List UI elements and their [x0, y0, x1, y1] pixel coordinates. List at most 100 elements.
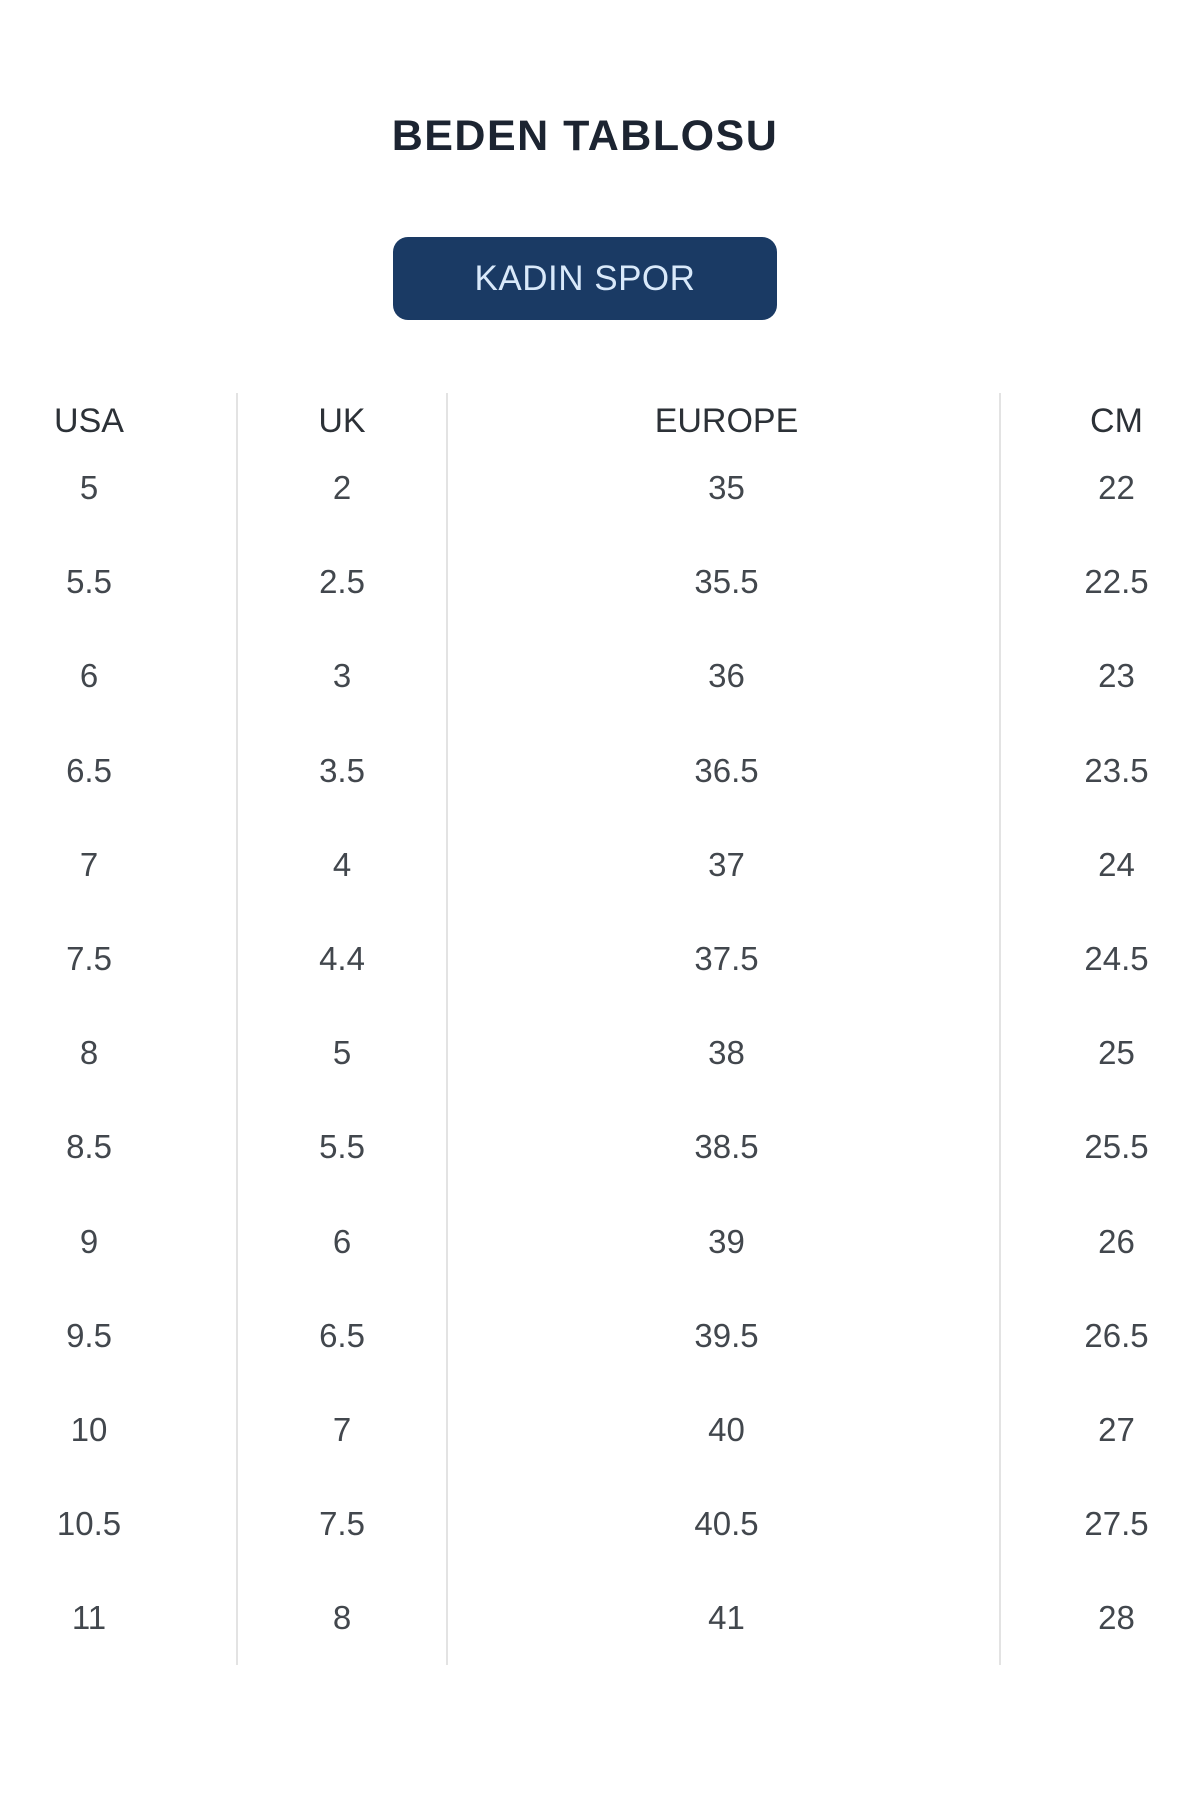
size-cell-cm-row-6: 25	[1001, 1006, 1200, 1100]
size-cell-europe-row-2: 36	[448, 629, 1001, 724]
cell-text: 25	[1098, 1034, 1135, 1072]
size-cell-usa-row-2: 6	[0, 629, 238, 724]
cell-text: 25.5	[1084, 1128, 1149, 1166]
size-cell-usa-row-4: 7	[0, 817, 238, 912]
column-header-cm: CM	[1001, 393, 1200, 441]
cell-text: 28	[1098, 1599, 1135, 1637]
size-cell-europe-row-11: 40.5	[448, 1477, 1001, 1572]
size-cell-cm-row-8: 26	[1001, 1195, 1200, 1289]
cell-text: 10.5	[56, 1505, 122, 1543]
size-cell-europe-row-9: 39.5	[448, 1288, 1001, 1383]
cell-text: 4.4	[319, 940, 365, 978]
size-cell-europe-row-3: 36.5	[448, 723, 1001, 818]
size-cell-uk-row-6: 5	[238, 1006, 448, 1101]
size-cell-usa-row-9: 9.5	[0, 1288, 238, 1383]
cell-text: 27.5	[1084, 1505, 1149, 1543]
cell-text: 35	[708, 469, 745, 507]
cell-text: 6.5	[66, 751, 112, 789]
size-cell-cm-row-3: 23.5	[1001, 724, 1200, 818]
size-cell-europe-row-4: 37	[448, 817, 1001, 912]
cell-text: 3	[332, 657, 352, 695]
size-cell-usa-row-0: 5	[0, 441, 238, 536]
cell-text: 40	[708, 1410, 745, 1448]
cell-text: 24	[1098, 845, 1135, 883]
size-cell-cm-row-4: 24	[1001, 818, 1200, 912]
cell-text: 23.5	[1084, 751, 1149, 789]
cell-text: 23	[1098, 657, 1135, 695]
size-cell-uk-row-1: 2.5	[238, 535, 448, 630]
cell-text: 39.5	[694, 1316, 759, 1354]
cell-text: 6.5	[319, 1316, 365, 1354]
size-cell-uk-row-4: 4	[238, 817, 448, 912]
size-cell-cm-row-11: 27.5	[1001, 1477, 1200, 1571]
size-cell-europe-row-6: 38	[448, 1006, 1001, 1101]
cell-text: 2	[332, 469, 352, 507]
cell-text: 6	[332, 1222, 352, 1260]
cell-text: 36.5	[694, 751, 759, 789]
column-header-usa: USA	[0, 393, 238, 441]
size-cell-cm-row-1: 22.5	[1001, 535, 1200, 629]
cell-text: 9.5	[66, 1316, 112, 1354]
cell-text: 37.5	[694, 940, 759, 978]
size-cell-usa-row-8: 9	[0, 1194, 238, 1289]
cell-text: CM	[1090, 401, 1143, 440]
cell-text: 9	[79, 1222, 99, 1260]
size-cell-europe-row-7: 38.5	[448, 1100, 1001, 1195]
size-cell-europe-row-12: 41	[448, 1571, 1001, 1666]
size-cell-usa-row-10: 10	[0, 1382, 238, 1478]
cell-text: 40.5	[694, 1505, 759, 1543]
cell-text: 3.5	[319, 751, 365, 789]
size-cell-cm-row-7: 25.5	[1001, 1100, 1200, 1194]
size-cell-usa-row-3: 6.5	[0, 723, 238, 818]
size-cell-uk-row-9: 6.5	[238, 1288, 448, 1383]
size-cell-uk-row-3: 3.5	[238, 723, 448, 818]
cell-text: 8.5	[66, 1128, 112, 1166]
cell-text: 39	[708, 1222, 745, 1260]
size-cell-cm-row-2: 23	[1001, 629, 1200, 723]
cell-text: 24.5	[1084, 940, 1149, 978]
cell-text: 35.5	[694, 563, 759, 601]
size-cell-europe-row-0: 35	[448, 441, 1001, 536]
size-cell-europe-row-1: 35.5	[448, 535, 1001, 630]
size-cell-europe-row-5: 37.5	[448, 911, 1001, 1007]
cell-text: EUROPE	[654, 401, 799, 440]
size-cell-uk-row-0: 2	[238, 441, 448, 536]
size-cell-usa-row-6: 8	[0, 1006, 238, 1101]
cell-text: 7	[332, 1410, 352, 1448]
size-cell-uk-row-7: 5.5	[238, 1100, 448, 1195]
size-cell-uk-row-2: 3	[238, 629, 448, 724]
cell-text: 22	[1098, 469, 1135, 507]
cell-text: 27	[1098, 1410, 1135, 1448]
size-cell-usa-row-5: 7.5	[0, 911, 238, 1007]
size-cell-usa-row-12: 11	[0, 1571, 238, 1666]
cell-text: 5.5	[66, 563, 112, 601]
size-cell-europe-row-8: 39	[448, 1194, 1001, 1289]
cell-text: 11	[71, 1599, 107, 1637]
cell-text: UK	[318, 401, 366, 440]
column-header-europe: EUROPE	[448, 393, 1001, 441]
column-header-uk: UK	[238, 393, 448, 441]
cell-text: 26.5	[1084, 1316, 1149, 1354]
cell-text: 26	[1098, 1222, 1135, 1260]
size-cell-cm-row-10: 27	[1001, 1383, 1200, 1477]
cell-text: 38	[708, 1034, 745, 1072]
size-cell-uk-row-8: 6	[238, 1194, 448, 1289]
cell-text: 4	[332, 845, 352, 883]
cell-text: 7.5	[319, 1505, 365, 1543]
category-button-kadin-spor[interactable]: KADIN SPOR	[393, 237, 777, 320]
size-cell-uk-row-12: 8	[238, 1571, 448, 1666]
cell-text: 2.5	[319, 563, 365, 601]
cell-text: 37	[708, 845, 745, 883]
cell-text: 5	[79, 469, 99, 507]
page-title: BEDEN TABLOSU	[391, 112, 779, 160]
size-table: USA UK EUROPE CM 5 2 35 22 5.5 2.5 35.5 22.5 6 3 36 23 6…	[0, 393, 1200, 1666]
cell-text: 8	[79, 1034, 99, 1072]
cell-text: 7.5	[66, 940, 112, 978]
size-cell-uk-row-10: 7	[238, 1382, 448, 1478]
cell-text: 6	[79, 657, 99, 695]
cell-text: 41	[708, 1599, 745, 1637]
cell-text: 5	[332, 1034, 352, 1072]
cell-text: 36	[708, 657, 745, 695]
size-cell-usa-row-11: 10.5	[0, 1477, 238, 1572]
